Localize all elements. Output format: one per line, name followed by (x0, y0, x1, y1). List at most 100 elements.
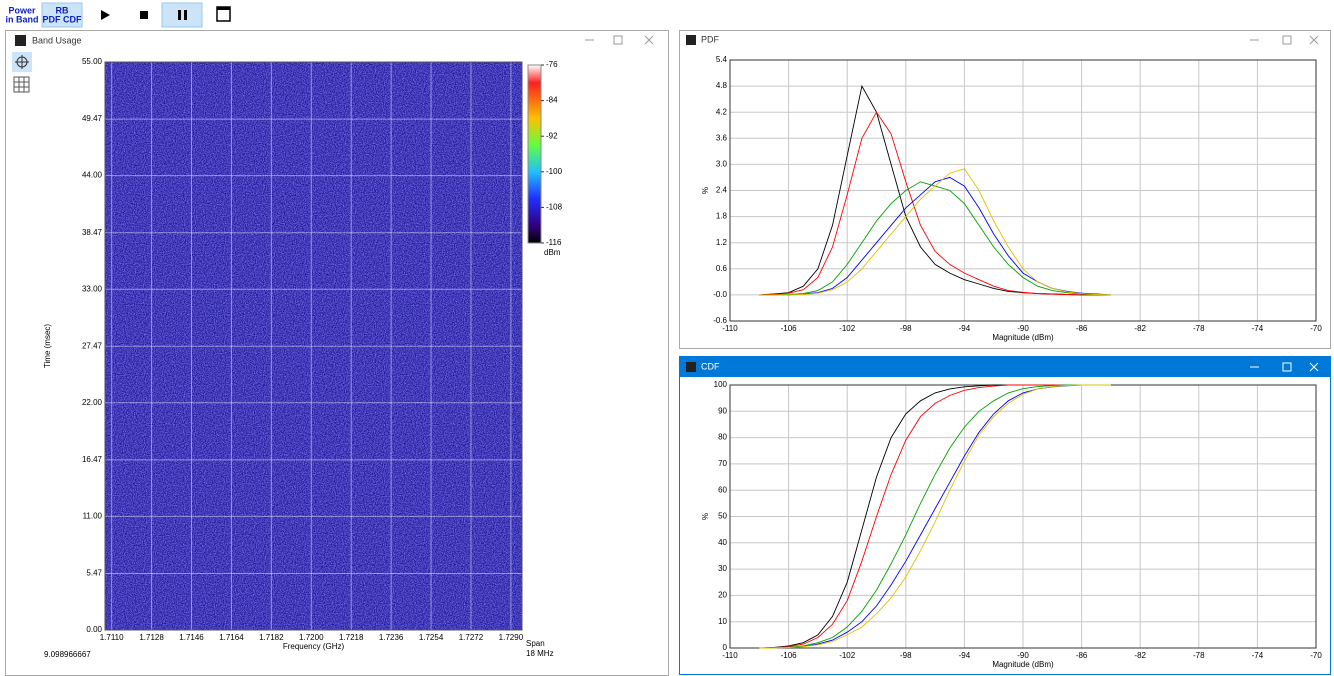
button-label: RB (56, 5, 69, 15)
y-tick-label: 55.00 (82, 57, 103, 66)
x-tick-label: -70 (1310, 324, 1322, 333)
x-tick-label: 1.7182 (259, 633, 284, 642)
x-tick-label: -94 (959, 651, 971, 660)
window (679, 30, 1331, 349)
pause-icon (184, 10, 187, 20)
toolbar-button[interactable] (4, 4, 40, 26)
x-tick-label: -110 (722, 651, 738, 660)
x-tick-label: -98 (900, 651, 912, 660)
window-controls (585, 35, 1319, 45)
plot-frame (729, 59, 1317, 322)
series-line (759, 384, 1111, 649)
y-tick-label: 20 (718, 591, 727, 600)
x-tick-label: 1.7236 (379, 633, 404, 642)
button-label: PDF CDF (43, 14, 82, 24)
y-tick-label: 22.00 (82, 398, 103, 407)
x-tick-label: -106 (781, 324, 798, 333)
maximize[interactable] (613, 35, 623, 45)
y-tick-label: -0.0 (713, 290, 727, 299)
series-line (759, 111, 1111, 296)
cursor-readout: 9.098966667 (44, 650, 91, 659)
x-tick-label: -74 (1252, 324, 1264, 333)
y-axis-label: Time (msec) (43, 324, 52, 368)
x-tick-label: -70 (1310, 651, 1322, 660)
window-controls (1250, 362, 1319, 372)
button-label: in Band (6, 14, 39, 24)
toolbar (0, 0, 1334, 28)
x-tick-label: -90 (1017, 651, 1029, 660)
colorbar-tick-label: -92 (546, 131, 558, 140)
y-tick-label: 4.2 (716, 107, 728, 116)
x-tick-label: -78 (1193, 324, 1205, 333)
x-tick-label: 1.7110 (100, 633, 124, 642)
x-tick-label: 1.7272 (459, 633, 484, 642)
y-axis-label: % (701, 513, 710, 520)
x-tick-label: 1.7218 (339, 633, 364, 642)
x-tick-label: 1.7254 (419, 633, 444, 642)
maximize[interactable] (1282, 362, 1292, 372)
y-tick-label: 40 (718, 538, 727, 547)
y-tick-label: 11.00 (83, 512, 103, 521)
colorbar-tick-label: -108 (546, 203, 563, 212)
y-tick-label: 49.47 (82, 114, 103, 123)
y-tick-label: 100 (714, 380, 728, 389)
x-axis-label: Magnitude (dBm) (992, 660, 1054, 669)
y-tick-label: 70 (718, 459, 727, 468)
y-tick-label: 50 (718, 512, 727, 521)
x-tick-label: 1.7146 (179, 633, 204, 642)
series-line (759, 384, 1111, 649)
x-tick-label: -98 (900, 324, 912, 333)
y-tick-label: 1.8 (716, 212, 728, 221)
colorbar-tick-label: -100 (546, 167, 563, 176)
span-label: Span (526, 639, 545, 648)
plot-frame (104, 61, 523, 631)
colorbar (527, 64, 542, 244)
play-button[interactable] (101, 10, 110, 20)
window-icon (686, 362, 696, 372)
y-tick-label: -0.6 (713, 316, 727, 325)
x-tick-label: -86 (1076, 651, 1088, 660)
y-tick-label: 0 (723, 643, 728, 652)
y-tick-label: 30 (718, 564, 727, 573)
grid-icon (14, 77, 29, 92)
maximize[interactable] (1282, 35, 1292, 45)
pause-icon (178, 10, 181, 20)
button-label: Power (8, 5, 36, 15)
title-bar (680, 357, 1330, 377)
window-icon (217, 7, 230, 10)
y-tick-label: 5.4 (716, 55, 728, 64)
y-tick-label: 4.8 (716, 81, 728, 90)
y-tick-label: 3.6 (716, 133, 728, 142)
spectrogram-noise (105, 62, 522, 630)
grid-tool[interactable] (13, 76, 30, 93)
x-tick-label: -90 (1017, 324, 1029, 333)
x-tick-label: 1.7290 (499, 633, 524, 642)
x-tick-label: -94 (959, 324, 971, 333)
x-tick-label: -106 (781, 651, 798, 660)
close[interactable] (1309, 362, 1319, 372)
y-axis-label: % (701, 187, 710, 194)
x-tick-label: -78 (1193, 651, 1205, 660)
colorbar-label: dBm (544, 248, 561, 257)
window-icon (686, 35, 696, 45)
y-tick-label: 16.47 (82, 455, 103, 464)
x-axis-label: Frequency (GHz) (283, 642, 345, 651)
crosshair-icon (15, 55, 29, 69)
x-tick-label: -110 (722, 324, 738, 333)
close[interactable] (644, 35, 1319, 45)
y-tick-label: 0.00 (86, 625, 102, 634)
window-title: Band Usage (32, 35, 82, 45)
window-title: CDF (701, 361, 720, 371)
colorbar-tick-label: -116 (546, 238, 562, 247)
window-icon (15, 35, 26, 46)
pause-button[interactable] (161, 2, 203, 28)
y-tick-label: 60 (718, 485, 727, 494)
series-line (759, 384, 1111, 649)
stop-button[interactable] (140, 11, 148, 19)
colorbar-tick-label: -76 (546, 60, 558, 69)
x-tick-label: 1.7128 (139, 633, 164, 642)
toolbar-button[interactable] (41, 2, 83, 28)
y-tick-label: 33.00 (82, 284, 103, 293)
y-tick-label: 44.00 (82, 171, 103, 180)
